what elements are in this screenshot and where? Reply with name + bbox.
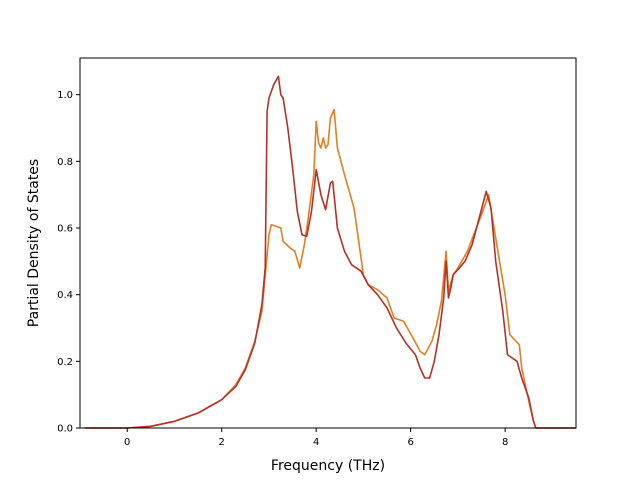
x-tick-label: 6 [407,437,413,448]
y-tick-label: 0.4 [57,290,73,301]
series-line-2 [84,75,576,429]
x-tick-label: 4 [313,437,319,448]
series-lines [84,75,576,429]
x-axis-ticks: 0 2 4 6 8 [124,428,508,448]
y-axis-ticks: 0.0 0.2 0.4 0.6 0.8 1.0 [57,90,80,435]
y-axis-label: Partial Density of States [26,159,42,327]
y-tick-label: 0.0 [57,424,73,435]
x-tick-label: 2 [219,437,225,448]
x-tick-label: 8 [502,437,508,448]
y-tick-label: 0.2 [57,357,73,368]
x-axis-label: Frequency (THz) [271,458,385,474]
plot-frame [79,57,577,429]
series-line-1 [84,108,576,429]
y-tick-label: 0.8 [57,157,73,168]
y-tick-label: 0.6 [57,224,73,235]
x-tick-label: 0 [124,437,130,448]
y-tick-label: 1.0 [57,90,73,101]
